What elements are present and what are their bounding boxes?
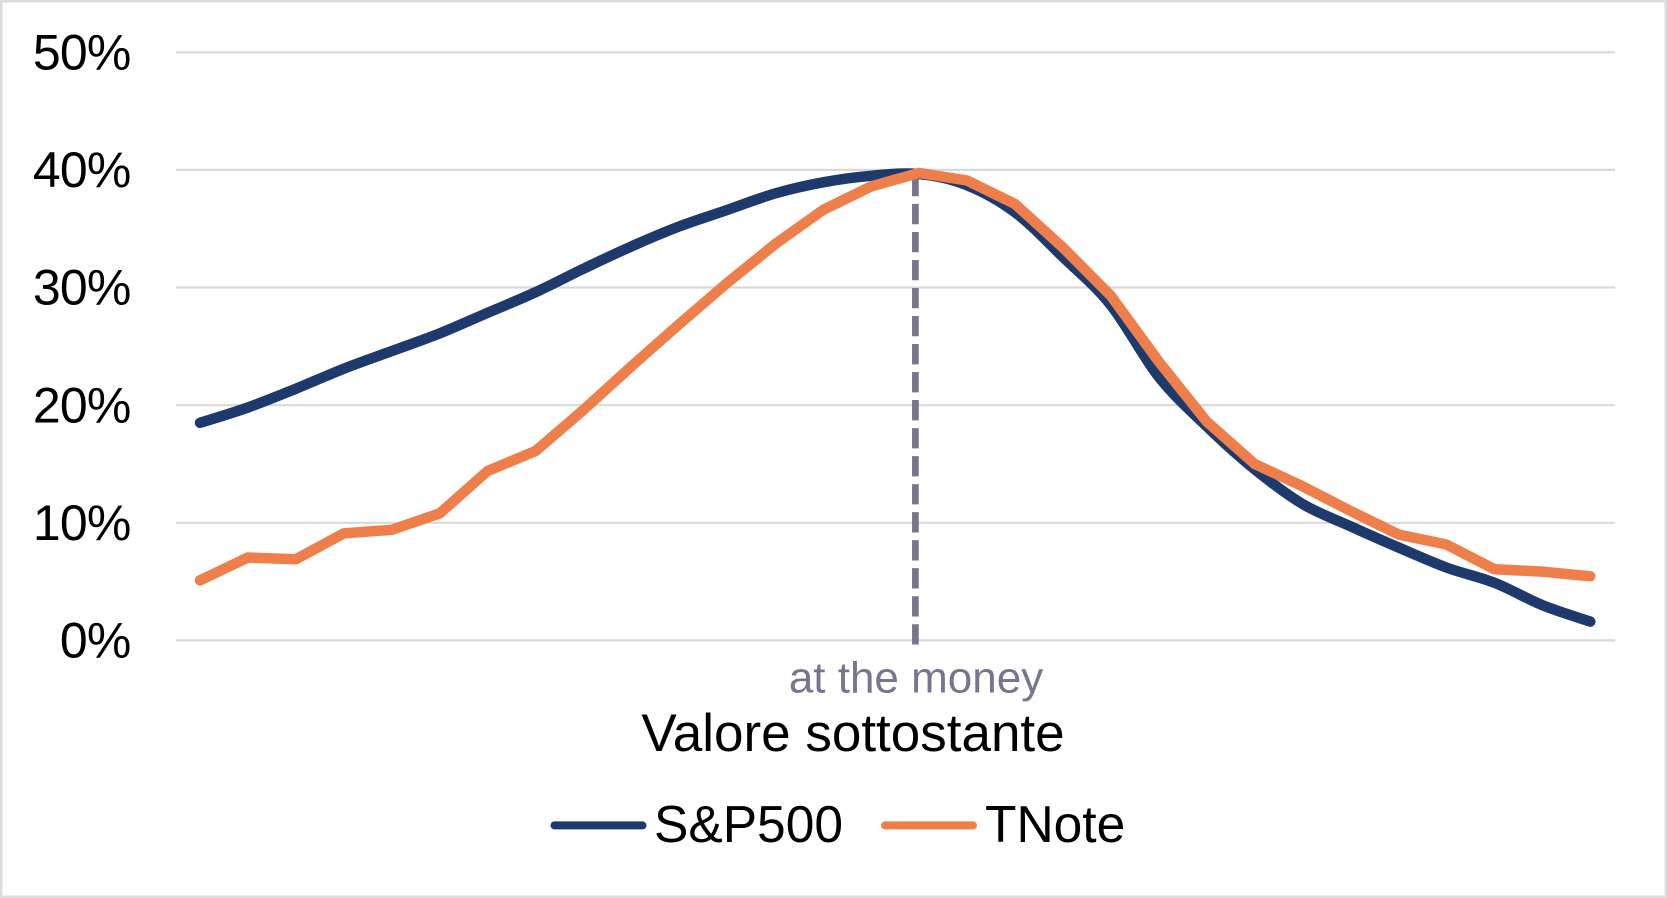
svg-text:40%: 40% bbox=[33, 142, 131, 198]
svg-text:50%: 50% bbox=[33, 25, 131, 81]
svg-text:10%: 10% bbox=[33, 495, 131, 551]
svg-text:30%: 30% bbox=[33, 260, 131, 316]
svg-text:S&P500: S&P500 bbox=[654, 795, 843, 853]
svg-text:0%: 0% bbox=[60, 613, 131, 669]
svg-text:TNote: TNote bbox=[985, 795, 1125, 853]
svg-text:Valore sottostante: Valore sottostante bbox=[641, 704, 1064, 763]
svg-text:at the money: at the money bbox=[789, 654, 1043, 703]
svg-text:20%: 20% bbox=[33, 377, 131, 433]
